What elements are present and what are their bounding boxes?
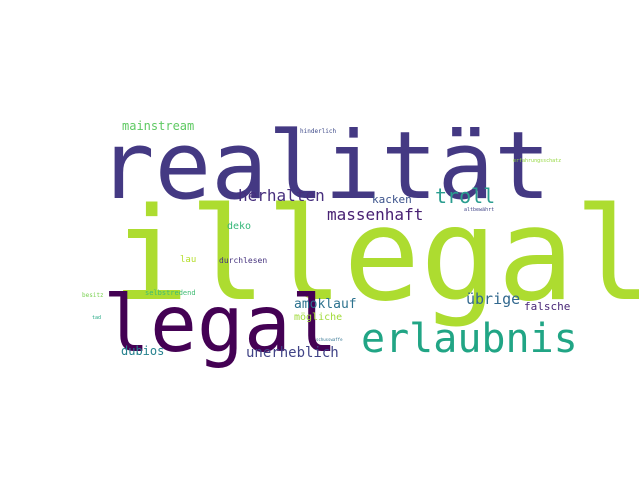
- word-deko: deko: [227, 221, 252, 232]
- word-schusswaffe: schusswaffe: [316, 337, 343, 342]
- word-massenhaft: massenhaft: [327, 205, 424, 224]
- word-moegliche: mögliche: [294, 312, 343, 323]
- word-unerheblich: unerheblich: [246, 345, 339, 361]
- word-durchlesen: durchlesen: [219, 256, 268, 265]
- word-dubios: dubios: [121, 344, 165, 358]
- word-mainstream: mainstream: [122, 119, 195, 133]
- word-erfahrungsschatz: erfahrungsschatz: [513, 158, 562, 164]
- word-legal: legal: [103, 280, 338, 370]
- word-tad: tad: [92, 315, 102, 321]
- word-hinderlich: hinderlich: [300, 128, 337, 135]
- word-besitz: besitz: [82, 292, 104, 299]
- word-falsche: falsche: [524, 300, 571, 313]
- word-erlaubnis: erlaubnis: [361, 316, 578, 362]
- word-altbewaehrt: altbewährt: [464, 207, 495, 213]
- word-amoklauf: amoklauf: [294, 297, 357, 312]
- word-selbstredend: selbstredend: [145, 289, 196, 297]
- word-troll: troll: [435, 184, 496, 208]
- word-illegal: illegal: [112, 181, 640, 330]
- word-kacken: kacken: [372, 193, 412, 206]
- word-uebrige: übrige: [466, 290, 521, 308]
- word-herhalten: herhalten: [238, 186, 325, 205]
- word-realitaet: realität: [98, 112, 551, 221]
- word-lau: lau: [180, 255, 197, 265]
